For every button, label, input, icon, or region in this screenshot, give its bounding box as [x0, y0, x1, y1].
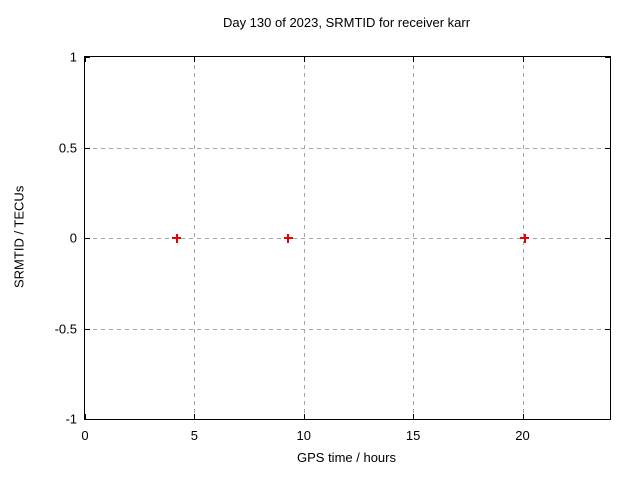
y-tick	[85, 419, 90, 420]
x-tick-label: 20	[515, 428, 530, 443]
y-tick-label: 0	[69, 230, 77, 246]
y-tick	[85, 238, 90, 239]
y-tick-mirror	[605, 147, 610, 149]
x-tick	[522, 414, 524, 419]
y-tick	[85, 147, 90, 149]
y-tick-mirror	[605, 57, 610, 58]
x-tick-label: 15	[405, 428, 421, 443]
y-tick-label: -1	[65, 411, 77, 427]
grid-line-horizontal	[85, 147, 610, 149]
grid-line-horizontal	[85, 238, 610, 239]
x-tick-mirror	[303, 57, 305, 62]
x-tick-mirror	[194, 57, 196, 62]
x-tick-label: 10	[296, 428, 311, 443]
x-tick	[194, 414, 196, 419]
data-point-marker	[283, 233, 293, 243]
data-point-marker	[172, 233, 182, 243]
x-tick	[85, 414, 86, 419]
y-tick-mirror	[605, 238, 610, 239]
y-tick-mirror	[605, 328, 610, 330]
y-tick-label: 1	[69, 49, 77, 65]
y-tick-label: -0.5	[54, 321, 77, 336]
marker-vertical-bar	[287, 233, 290, 243]
chart-title: Day 130 of 2023, SRMTID for receiver kar…	[222, 15, 471, 30]
x-tick	[413, 414, 415, 419]
x-axis-label: GPS time / hours	[297, 450, 396, 465]
data-point-marker	[520, 233, 530, 243]
marker-vertical-bar	[523, 233, 526, 243]
y-axis-label: SRMTID / TECUs	[11, 185, 27, 289]
y-tick-label: 0.5	[58, 140, 77, 155]
marker-vertical-bar	[175, 233, 178, 243]
x-tick-mirror	[413, 57, 415, 62]
x-tick	[303, 414, 305, 419]
x-tick-label: 5	[190, 428, 198, 443]
x-tick-label: 0	[81, 428, 89, 443]
grid-line-horizontal	[85, 328, 610, 330]
x-tick-mirror	[85, 57, 86, 62]
y-tick-mirror	[605, 419, 610, 420]
y-tick	[85, 57, 90, 58]
y-tick	[85, 328, 90, 330]
plot-area: 0 5 10 15 20 1 0.5 0 -0.5 -1	[55, 50, 611, 443]
x-tick-mirror	[522, 57, 524, 62]
